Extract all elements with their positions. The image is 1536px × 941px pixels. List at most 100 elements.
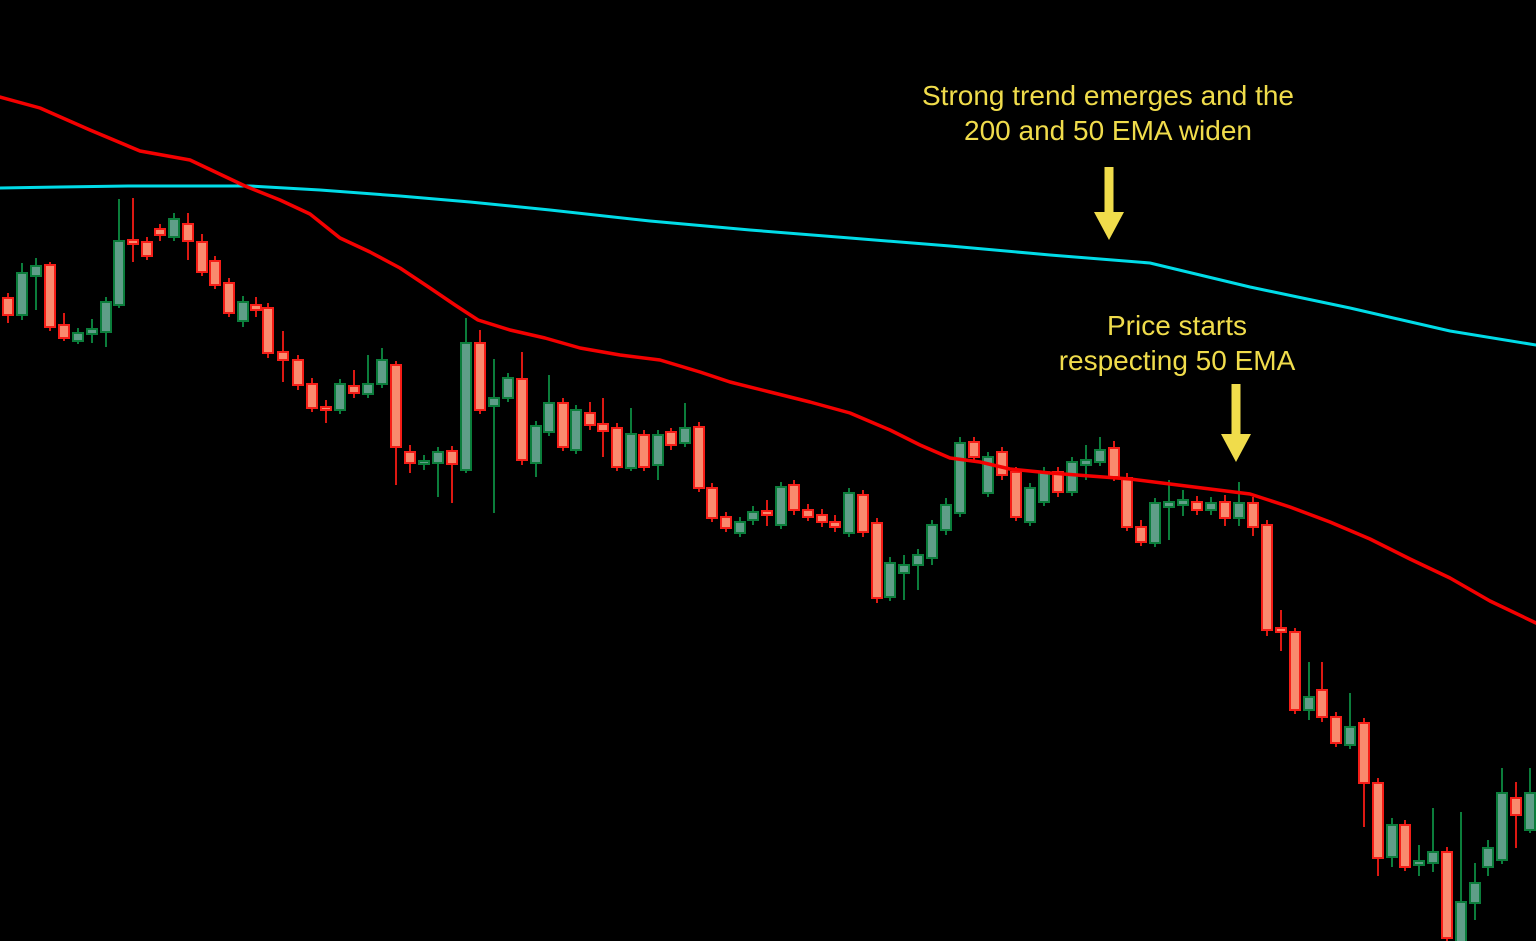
candle-bull: [100, 297, 112, 347]
candle-bull: [1177, 490, 1189, 516]
candle-bear: [1330, 712, 1342, 747]
candle-bear: [1289, 628, 1301, 714]
candle-bear: [1441, 847, 1453, 941]
candle-bear: [292, 355, 304, 390]
candle-bear: [141, 237, 153, 260]
candle-bear: [829, 515, 841, 532]
candle-bear: [584, 402, 596, 430]
candle-bear: [1108, 441, 1120, 481]
candle-bull: [543, 375, 555, 436]
candle-bear: [788, 480, 800, 515]
candle-bull: [362, 355, 374, 398]
candle-bull: [432, 447, 444, 497]
candle-bull: [418, 455, 430, 470]
candle-bear: [320, 400, 332, 423]
candle-bull: [1455, 812, 1467, 941]
candle-bull: [376, 348, 388, 388]
candle-bull: [16, 263, 28, 320]
candle-bear: [127, 198, 139, 262]
candle-bull: [1344, 693, 1356, 749]
candle-bear: [1399, 820, 1411, 871]
candle-bull: [1482, 840, 1494, 876]
annotation-price-respects-ema-line2: respecting 50 EMA: [1058, 345, 1296, 376]
candle-bull: [775, 482, 787, 529]
candle-bear: [277, 331, 289, 382]
candle-bear: [1510, 782, 1522, 848]
candle-bear: [196, 234, 208, 276]
candle-bull: [237, 296, 249, 327]
candle-bull: [954, 437, 966, 517]
candle-bear: [474, 330, 486, 414]
candle-bear: [1275, 610, 1287, 651]
candle-bull: [86, 319, 98, 343]
candle-bull: [982, 452, 994, 497]
candle-bull: [1427, 808, 1439, 872]
candle-bear: [996, 447, 1008, 480]
candle-bear: [250, 297, 262, 317]
down-arrow-2: [1221, 384, 1251, 462]
candle-bull: [72, 328, 84, 344]
candle-bull: [926, 520, 938, 565]
candle-bull: [1163, 480, 1175, 540]
candle-bull: [1094, 437, 1106, 466]
candle-bull: [334, 379, 346, 414]
candle-bull: [912, 549, 924, 590]
candle-bull: [884, 557, 896, 601]
candle-bear: [1121, 473, 1133, 531]
candle-bull: [1524, 768, 1536, 833]
candle-bear: [1316, 662, 1328, 722]
down-arrow-1: [1094, 167, 1124, 240]
candle-bull: [570, 405, 582, 454]
candle-bear: [1052, 467, 1064, 497]
candle-bull: [502, 373, 514, 402]
candle-bear: [182, 213, 194, 260]
candle-bear: [816, 509, 828, 527]
candle-bull: [1386, 818, 1398, 867]
candle-bear: [154, 224, 166, 241]
candle-bull: [488, 359, 500, 513]
candle-bear: [209, 256, 221, 289]
candle-bear: [1010, 467, 1022, 521]
candle-bull: [530, 421, 542, 477]
candle-bear: [1358, 718, 1370, 827]
candle-bull: [1024, 483, 1036, 526]
candle-bear: [446, 446, 458, 503]
candle-bear: [348, 370, 360, 398]
candle-bear: [665, 428, 677, 450]
ema-50-line: [0, 95, 1536, 625]
candle-bear: [761, 500, 773, 526]
candle-bear: [516, 352, 528, 465]
candle-bull: [168, 213, 180, 241]
candle-bull: [1149, 498, 1161, 547]
candle-bull: [1066, 457, 1078, 496]
candle-bear: [857, 490, 869, 537]
candle-bear: [611, 423, 623, 471]
candle-bull: [30, 258, 42, 310]
candle-bull: [113, 199, 125, 308]
candle-bear: [1135, 520, 1147, 546]
candle-bull: [843, 488, 855, 537]
candle-bear: [2, 293, 14, 323]
candle-bear: [262, 303, 274, 358]
candle-bear: [58, 313, 70, 341]
candle-bull: [747, 506, 759, 525]
annotation-price-respects-ema-line1: Price starts: [1106, 310, 1248, 341]
candle-bear: [968, 437, 980, 462]
candles-group: [2, 198, 1536, 941]
candle-bull: [898, 555, 910, 600]
annotation-ema-widen-line1: Strong trend emerges and the: [921, 80, 1295, 111]
candle-bear: [706, 483, 718, 522]
ema-200-line: [0, 184, 1536, 347]
candle-bull: [1233, 482, 1245, 526]
candle-bear: [802, 504, 814, 521]
annotation-price-respects-ema: Price starts respecting 50 EMA: [1059, 308, 1296, 378]
candle-bear: [597, 398, 609, 457]
candle-bear: [223, 278, 235, 317]
candle-bear: [720, 512, 732, 532]
candle-bear: [404, 445, 416, 473]
annotation-ema-widen-line2: 200 and 50 EMA widen: [964, 115, 1252, 146]
candle-bear: [1219, 495, 1231, 526]
candle-bull: [1303, 662, 1315, 720]
candle-bear: [1247, 497, 1259, 536]
